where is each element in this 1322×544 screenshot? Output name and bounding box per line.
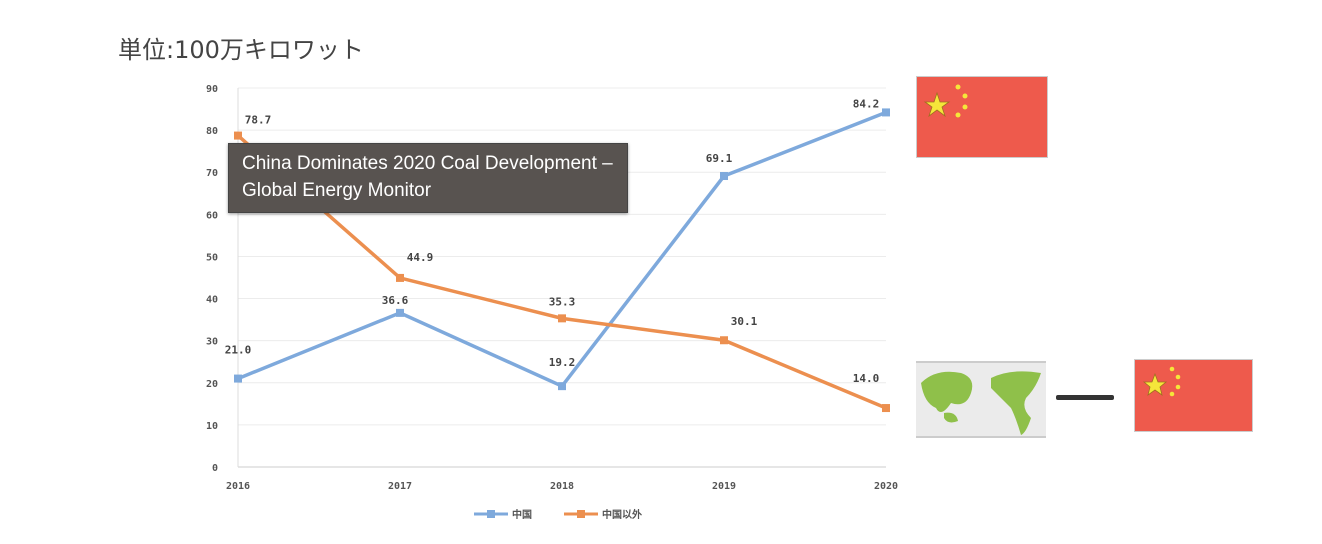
data-point <box>234 374 242 383</box>
data-label: 84.2 <box>853 97 880 110</box>
data-label: 30.1 <box>731 315 758 328</box>
data-point <box>882 108 890 117</box>
y-tick-label: 60 <box>206 210 218 221</box>
legend-marker <box>487 510 495 518</box>
data-label: 78.7 <box>245 114 272 127</box>
data-label: 19.2 <box>549 356 576 369</box>
data-point <box>396 308 404 317</box>
data-point <box>396 273 404 282</box>
x-tick-label: 2016 <box>226 481 250 492</box>
x-tick-label: 2019 <box>712 481 736 492</box>
data-point <box>558 314 566 323</box>
y-tick-label: 20 <box>206 379 218 390</box>
minus-icon <box>1056 395 1114 400</box>
y-tick-label: 50 <box>206 252 218 263</box>
y-tick-label: 40 <box>206 295 218 306</box>
legend-label: 中国 <box>512 508 532 521</box>
data-label: 36.6 <box>382 294 409 307</box>
tooltip: China Dominates 2020 Coal Development – … <box>228 143 628 213</box>
y-tick-label: 70 <box>206 168 218 179</box>
data-point <box>558 382 566 391</box>
unit-label: 単位:100万キロワット <box>118 36 364 64</box>
legend-label: 中国以外 <box>602 508 642 521</box>
data-point <box>234 131 242 140</box>
data-label: 44.9 <box>407 251 434 264</box>
y-tick-label: 10 <box>206 421 218 432</box>
y-tick-label: 0 <box>212 463 218 474</box>
china-flag-icon <box>1134 359 1253 432</box>
y-tick-label: 30 <box>206 337 218 348</box>
data-point <box>882 404 890 413</box>
world-map-icon <box>916 361 1046 438</box>
x-tick-label: 2017 <box>388 481 412 492</box>
y-tick-label: 80 <box>206 126 218 137</box>
x-tick-label: 2020 <box>874 481 898 492</box>
data-label: 21.0 <box>225 344 252 357</box>
legend-marker <box>577 510 585 518</box>
data-point <box>720 336 728 345</box>
x-tick-label: 2018 <box>550 481 574 492</box>
data-label: 35.3 <box>549 295 576 308</box>
data-point <box>720 172 728 181</box>
tooltip-line: China Dominates 2020 Coal Development – <box>242 153 613 174</box>
china-flag-icon <box>916 76 1048 158</box>
y-tick-label: 90 <box>206 84 218 95</box>
tooltip-line: Global Energy Monitor <box>242 180 432 201</box>
data-label: 69.1 <box>706 152 733 165</box>
data-label: 14.0 <box>853 372 880 385</box>
